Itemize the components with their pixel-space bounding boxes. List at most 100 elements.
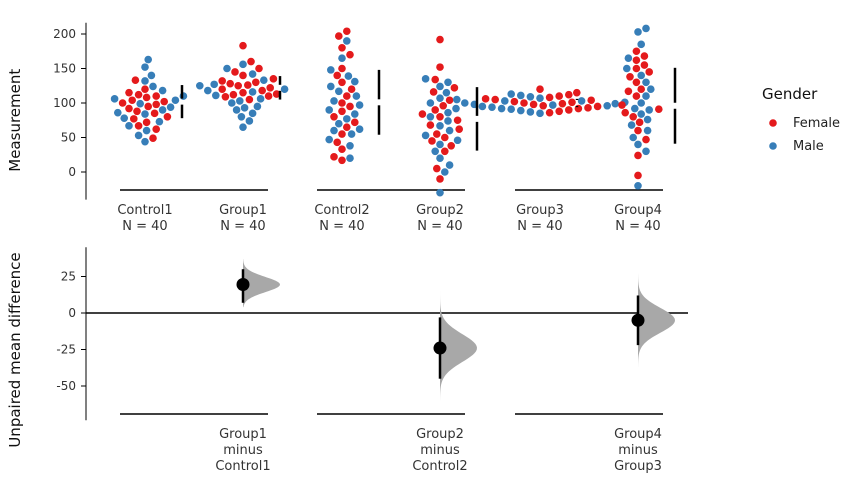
swarm-point-female xyxy=(118,99,127,107)
swarm-point-male xyxy=(125,121,133,130)
swarm-point-male xyxy=(421,131,430,140)
swarm-point-male xyxy=(223,64,231,73)
y-tick-label: 100 xyxy=(53,96,76,110)
swarm-point-male xyxy=(421,75,430,83)
swarm-point-female xyxy=(125,88,133,97)
swarm-point-male xyxy=(335,119,343,128)
comparison-label: Control1 xyxy=(215,459,270,474)
y-tick-label: 150 xyxy=(53,62,76,76)
legend-marker-female xyxy=(769,119,777,127)
swarm-point-male xyxy=(629,133,637,142)
swarm-point-female xyxy=(330,113,338,121)
swarm-point-male xyxy=(642,92,650,100)
swarm-point-male xyxy=(239,60,247,69)
comparison-label: Group1 xyxy=(219,427,267,442)
swarm-point-male xyxy=(526,92,535,101)
swarm-point-male xyxy=(232,106,241,114)
swarm-point-female xyxy=(555,107,563,116)
swarm-point-male xyxy=(517,106,525,115)
diff-y-axis-title: Unpaired mean difference xyxy=(6,252,24,447)
comparison-label: minus xyxy=(223,443,263,458)
swarm-point-male xyxy=(171,96,180,105)
swarm-point-female xyxy=(134,90,143,99)
swarm-point-male xyxy=(346,154,354,162)
diff-y-tick-label: 0 xyxy=(68,306,76,320)
y-tick-label: 200 xyxy=(53,27,76,41)
swarm-point-male xyxy=(236,97,244,105)
swarm-point-female xyxy=(338,78,346,87)
swarm-point-female xyxy=(536,85,544,93)
swarm-point-male xyxy=(461,99,469,107)
swarm-point-female xyxy=(587,96,595,105)
swarm-point-male xyxy=(426,113,435,121)
swarm-point-male xyxy=(338,54,346,62)
legend-label: Male xyxy=(793,139,824,154)
swarm-point-female xyxy=(453,116,462,125)
swarm-point-female xyxy=(431,75,440,84)
comparison-label: Group4 xyxy=(614,427,662,442)
swarm-point-male xyxy=(536,94,544,102)
swarm-point-female xyxy=(426,121,435,129)
swarm-point-male xyxy=(647,85,655,93)
swarm-point-male xyxy=(453,95,461,104)
swarm-point-female xyxy=(558,99,567,108)
swarm-point-female xyxy=(418,110,427,118)
swarm-point-female xyxy=(529,100,538,109)
swarm-point-female xyxy=(338,156,346,165)
swarm-point-male xyxy=(436,121,444,130)
swarm-point-male xyxy=(431,147,440,156)
swarm-point-female xyxy=(632,64,641,73)
swarm-point-male xyxy=(634,182,642,190)
swarm-point-female xyxy=(545,108,554,117)
swarm-point-male xyxy=(441,168,449,176)
swarm-point-male xyxy=(239,123,247,131)
swarm-point-female xyxy=(510,97,519,106)
swarm-point-female xyxy=(272,90,281,98)
swarm-point-female xyxy=(343,92,351,100)
diff-y-tick-label: 25 xyxy=(61,270,76,284)
swarm-point-female xyxy=(436,35,444,44)
swarm-point-male xyxy=(335,87,343,96)
swarm-point-female xyxy=(441,133,449,142)
swarm-point-female xyxy=(346,50,354,59)
swarm-point-male xyxy=(351,77,359,86)
swarm-point-female xyxy=(347,85,356,93)
swarm-point-male xyxy=(497,104,506,113)
swarm-point-male xyxy=(642,24,650,33)
swarm-point-male xyxy=(136,99,144,108)
group-label: Group4 xyxy=(614,203,662,218)
swarm-point-female xyxy=(618,101,626,109)
swarm-point-male xyxy=(643,126,652,135)
swarm-point-male xyxy=(210,80,218,89)
swarm-point-male xyxy=(248,70,257,78)
swarm-point-female xyxy=(244,81,252,89)
comparison-label: Group2 xyxy=(416,427,464,442)
swarm-point-female xyxy=(433,130,441,138)
comparison-label: Group3 xyxy=(614,459,662,474)
swarm-point-male xyxy=(343,37,351,45)
swarm-point-female xyxy=(229,90,238,99)
swarm-point-female xyxy=(632,56,641,65)
y-tick-label: 50 xyxy=(61,131,76,145)
swarm-point-male xyxy=(637,99,645,107)
group-n-label: N = 40 xyxy=(615,219,660,234)
bootstrap-distribution xyxy=(243,258,280,308)
legend-marker-male xyxy=(769,142,777,150)
swarm-point-male xyxy=(442,88,451,97)
swarm-point-female xyxy=(436,175,444,183)
group-n-label: N = 40 xyxy=(220,219,265,234)
swarm-point-female xyxy=(221,92,230,101)
swarm-point-male xyxy=(325,106,334,114)
swarm-point-female xyxy=(568,98,576,107)
y-axis-title: Measurement xyxy=(6,69,24,172)
swarm-point-male xyxy=(327,66,335,74)
swarm-point-female xyxy=(640,61,649,69)
swarm-point-female xyxy=(573,88,581,97)
swarm-point-male xyxy=(149,82,157,91)
swarm-point-female xyxy=(234,81,242,90)
swarm-point-female xyxy=(439,101,448,110)
group-label: Control2 xyxy=(314,203,369,218)
swarm-point-female xyxy=(266,84,275,92)
